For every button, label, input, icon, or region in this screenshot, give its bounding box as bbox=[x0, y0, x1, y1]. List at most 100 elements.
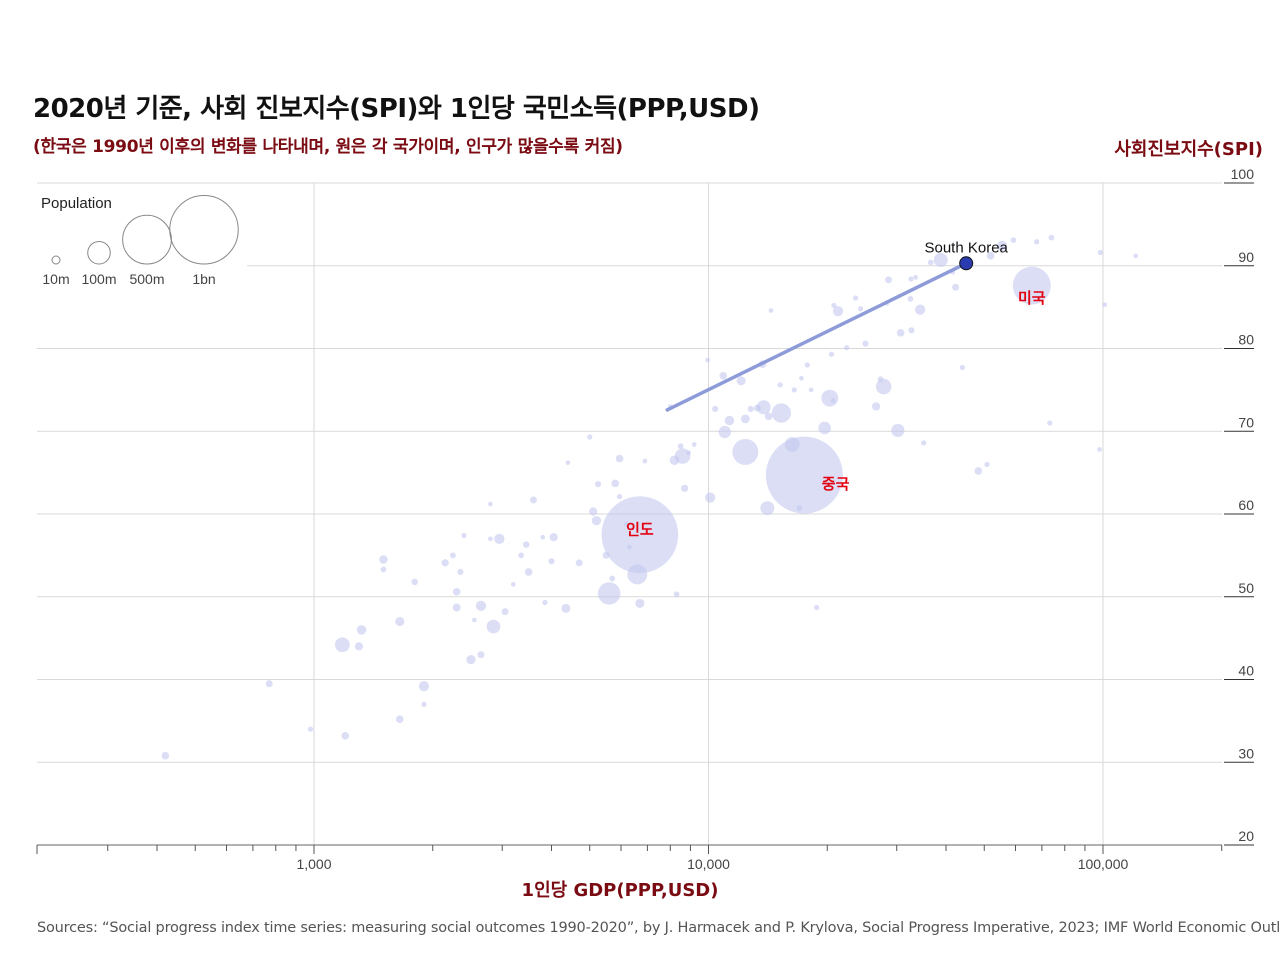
country-bubble bbox=[862, 340, 869, 347]
country-bubble bbox=[542, 599, 548, 606]
country-bubble bbox=[589, 507, 598, 516]
country-bubble bbox=[875, 378, 892, 395]
country-bubble bbox=[411, 578, 418, 586]
country-bubble bbox=[952, 283, 960, 291]
country-bubble bbox=[705, 492, 716, 503]
country-bubble bbox=[808, 387, 814, 393]
country-bubble bbox=[677, 443, 684, 450]
country-bubble bbox=[616, 493, 623, 500]
country-bubble bbox=[1010, 237, 1017, 243]
country-bubble bbox=[974, 467, 983, 475]
y-axis-label: 사회진보지수(SPI) bbox=[1114, 139, 1263, 160]
country-bubble bbox=[635, 598, 645, 608]
country-bubble bbox=[488, 536, 493, 542]
country-bubble bbox=[830, 398, 836, 403]
country-bubble bbox=[959, 364, 965, 371]
country-bubble bbox=[804, 362, 810, 368]
country-bubble bbox=[601, 496, 679, 574]
country-bubble bbox=[908, 276, 914, 282]
country-bubble bbox=[908, 327, 915, 334]
country-bubble bbox=[501, 608, 509, 616]
country-bubble bbox=[821, 389, 839, 407]
country-bubble bbox=[765, 436, 843, 514]
legend-background bbox=[30, 186, 247, 296]
country-bubble bbox=[736, 376, 746, 386]
country-bubble bbox=[984, 461, 990, 467]
country-bubble bbox=[265, 680, 273, 688]
country-bubble bbox=[724, 415, 735, 426]
y-tick-label: 40 bbox=[1238, 663, 1254, 679]
country-bubble bbox=[494, 533, 505, 544]
country-bubble bbox=[791, 387, 797, 393]
country-bubble bbox=[891, 423, 905, 438]
country-bubble bbox=[933, 252, 948, 267]
korea-label: South Korea bbox=[924, 239, 1008, 256]
country-bubble bbox=[486, 619, 501, 634]
country-bubble bbox=[518, 552, 524, 559]
country-bubble bbox=[161, 751, 170, 760]
y-tick-label: 60 bbox=[1238, 497, 1254, 513]
annotation-china: 중국 bbox=[822, 475, 850, 493]
legend-label: 500m bbox=[129, 271, 164, 287]
country-bubble bbox=[756, 400, 771, 415]
country-bubble bbox=[857, 306, 864, 312]
country-bubble bbox=[510, 581, 516, 587]
annotation-india: 인도 bbox=[626, 521, 654, 539]
legend-title: Population bbox=[41, 195, 112, 212]
korea-2020-point bbox=[959, 256, 974, 271]
country-bubble bbox=[461, 532, 467, 539]
country-bubble bbox=[477, 651, 485, 659]
country-bubble bbox=[712, 405, 719, 412]
country-bubble bbox=[529, 496, 537, 504]
chart-title: 2020년 기준, 사회 진보지수(SPI)와 1인당 국민소득(PPP,USD… bbox=[33, 94, 760, 124]
country-bubble bbox=[615, 454, 624, 463]
country-bubble bbox=[522, 541, 530, 548]
country-bubble bbox=[705, 357, 710, 363]
country-points bbox=[161, 234, 1139, 760]
country-bubble bbox=[587, 434, 593, 440]
country-bubble bbox=[472, 617, 477, 623]
country-bubble bbox=[1034, 239, 1040, 245]
country-bubble bbox=[673, 591, 680, 598]
source-note: Sources: “Social progress index time ser… bbox=[37, 920, 1280, 936]
legend-circle bbox=[87, 240, 111, 265]
country-bubble bbox=[719, 372, 728, 380]
country-bubble bbox=[379, 555, 388, 564]
country-bubble bbox=[920, 440, 927, 446]
country-bubble bbox=[354, 642, 364, 651]
y-tick-label: 80 bbox=[1238, 332, 1254, 348]
y-tick-label: 30 bbox=[1238, 745, 1254, 761]
country-bubble bbox=[341, 731, 350, 740]
country-bubble bbox=[814, 604, 820, 611]
country-bubble bbox=[466, 654, 476, 665]
country-bubble bbox=[768, 308, 774, 313]
country-bubble bbox=[591, 515, 602, 526]
country-bubble bbox=[1102, 302, 1108, 307]
country-bubble bbox=[1048, 234, 1055, 241]
country-bubble bbox=[907, 295, 914, 302]
x-tick-label: 10,000 bbox=[687, 856, 730, 872]
country-bubble bbox=[872, 402, 881, 411]
y-tick-label: 50 bbox=[1238, 580, 1254, 596]
legend-circle bbox=[169, 195, 239, 265]
axes: 20 30 40 50 60 70 80 90 100 1,000 10,000 100,000 bbox=[36, 166, 1254, 872]
korea-trajectory: South Korea bbox=[665, 239, 1009, 413]
country-bubble bbox=[475, 600, 487, 611]
country-bubble bbox=[996, 240, 1008, 252]
country-bubble bbox=[764, 412, 773, 421]
country-bubble bbox=[852, 295, 859, 301]
country-bubble bbox=[595, 481, 602, 488]
country-bubble bbox=[627, 564, 648, 585]
legend-label: 100m bbox=[81, 271, 116, 287]
country-bubble bbox=[896, 328, 905, 337]
country-bubble bbox=[831, 302, 837, 309]
country-bubble bbox=[691, 442, 697, 447]
population-legend: Population 10m 100m 500m 1bn bbox=[30, 186, 247, 296]
country-bubble bbox=[452, 603, 461, 612]
country-bubble bbox=[799, 375, 804, 381]
country-bubble bbox=[681, 484, 689, 492]
country-bubble bbox=[450, 552, 456, 559]
country-bubble bbox=[395, 617, 405, 627]
